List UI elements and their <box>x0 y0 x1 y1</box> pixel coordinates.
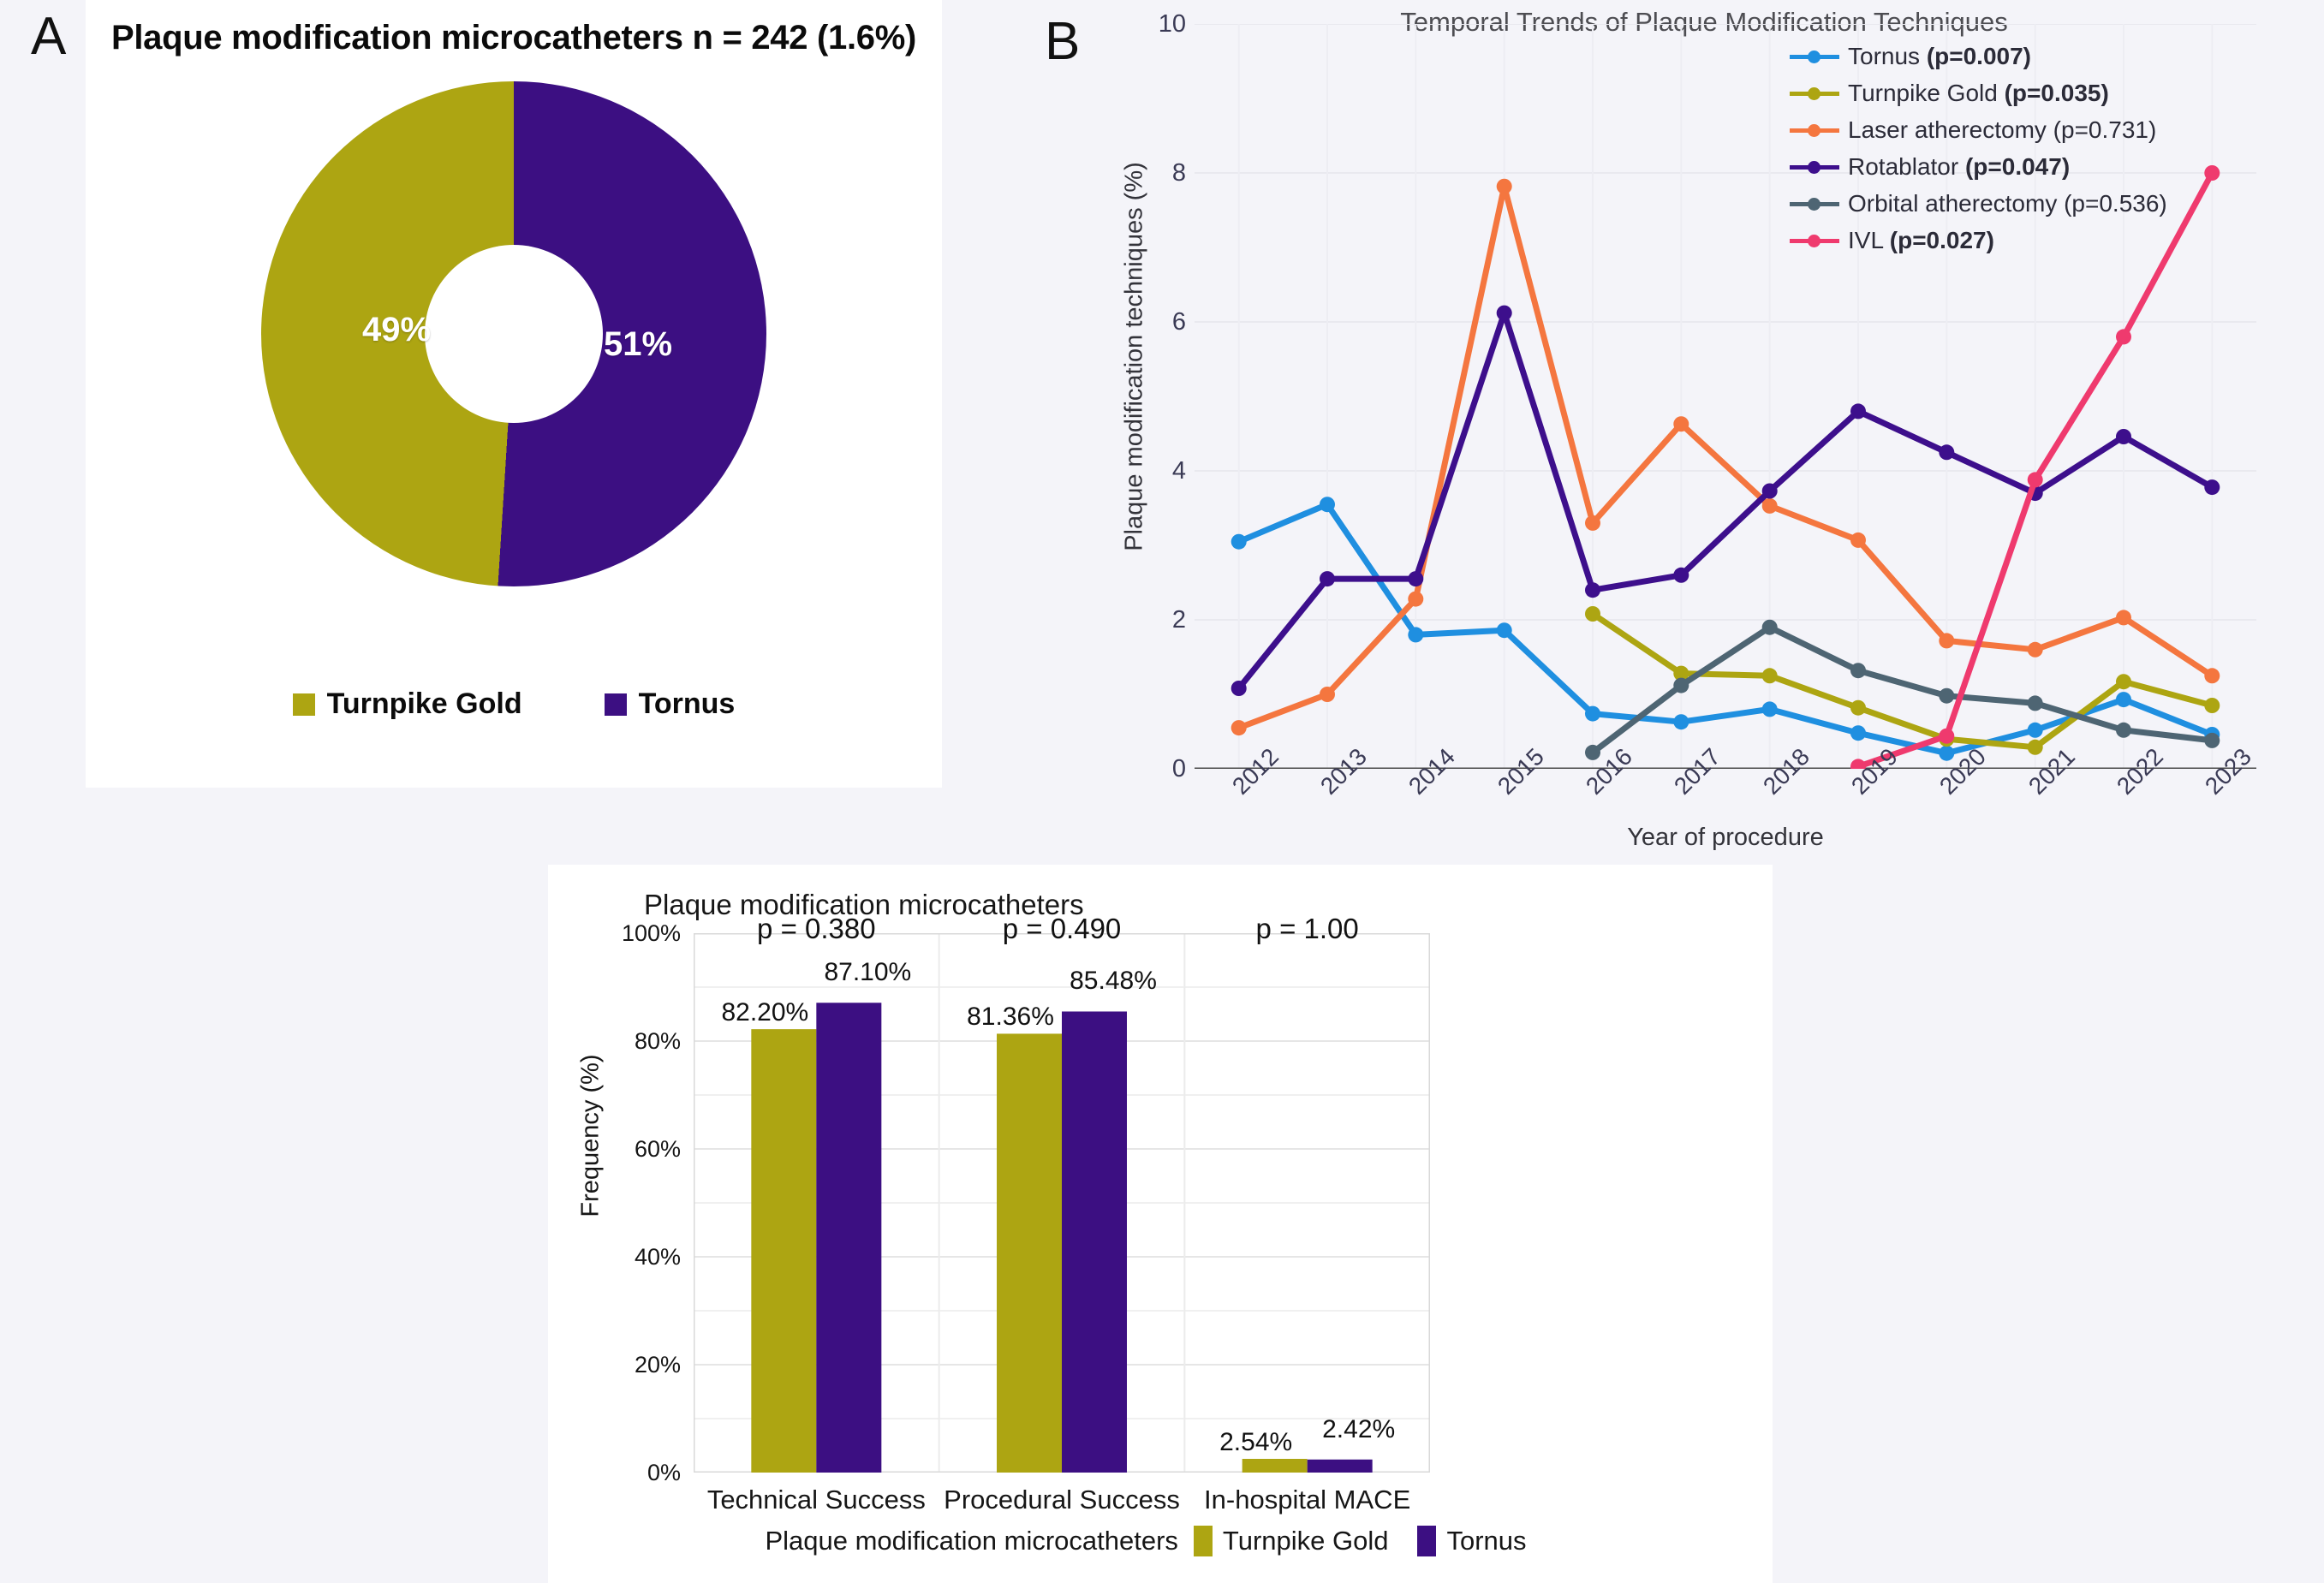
y-axis-tick: 60% <box>634 1136 681 1162</box>
panel-b-legend: Tornus (p=0.007) Turnpike Gold (p=0.035) L… <box>1790 43 2167 254</box>
panel-c-legend: Plaque modification microcatheters Turnp… <box>548 1526 1773 1556</box>
legend-item-rotablator: Rotablator (p=0.047) <box>1790 153 2167 181</box>
x-axis-tick: Procedural Success <box>944 1485 1180 1515</box>
legend-swatch-icon <box>292 693 315 716</box>
line-chart-svg <box>1195 24 2256 769</box>
panel-a-legend: Turnpike Gold Tornus <box>86 687 942 721</box>
legend-line-marker-icon <box>1790 47 1839 66</box>
donut-slice-label-turnpike: 49% <box>362 311 432 348</box>
legend-label: Tornus <box>638 687 736 720</box>
panel-c-plot-area: 0% 20% 40% 60% 80% 100% Technical Success Proc… <box>622 913 1431 1515</box>
x-axis-tick: In-hospital MACE <box>1204 1485 1411 1515</box>
legend-line-marker-icon <box>1790 194 1839 213</box>
legend-line-marker-icon <box>1790 231 1839 250</box>
panel-b-plot-area: 0 2 4 6 8 10 2012 2013 2014 2015 2016 2017 2018 2019… <box>1159 10 2257 800</box>
legend-line-marker-icon <box>1790 121 1839 140</box>
legend-label: Laser atherectomy (p=0.731) <box>1848 116 2157 143</box>
y-axis-tick: 6 <box>1171 308 1186 336</box>
legend-label: Orbital atherectomy (p=0.536) <box>1848 190 2167 217</box>
panel-b-x-ticks: 2012 2013 2014 2015 2016 2017 2018 2019 2020 2021… <box>1195 743 2257 872</box>
y-axis-tick: 20% <box>634 1352 681 1378</box>
legend-line-marker-icon <box>1790 84 1839 103</box>
legend-item-tornus: Tornus <box>604 687 736 721</box>
panel-b-x-axis-label: Year of procedure <box>1627 824 1824 851</box>
panel-c-y-ticks: 0% 20% 40% 60% 80% 100% <box>569 920 681 1485</box>
y-axis-tick: 80% <box>634 1028 681 1054</box>
y-axis-tick: 2 <box>1171 606 1186 634</box>
legend-label: Turnpike Gold (p=0.035) <box>1848 80 2109 106</box>
legend-item-ivl: IVL (p=0.027) <box>1790 227 2167 254</box>
legend-item-turnpike-gold: Turnpike Gold (p=0.035) <box>1790 80 2167 107</box>
y-axis-tick: 4 <box>1171 457 1186 485</box>
legend-label: Tornus <box>1446 1526 1527 1556</box>
legend-label: Turnpike Gold <box>326 687 522 720</box>
legend-item-turnpike-gold: Turnpike Gold <box>292 687 522 721</box>
panel-c: Plaque modification microcatheters Frequ… <box>548 865 1773 1583</box>
y-axis-tick: 8 <box>1171 159 1186 187</box>
legend-swatch-icon <box>604 693 627 716</box>
legend-item-laser-atherectomy: Laser atherectomy (p=0.731) <box>1790 116 2167 144</box>
y-axis-tick: 0 <box>1171 755 1186 783</box>
legend-label: Rotablator (p=0.047) <box>1848 153 2071 180</box>
panel-c-x-ticks: Technical Success Procedural Success In-ho… <box>694 1478 1430 1529</box>
panel-c-legend-title: Plaque modification microcatheters <box>765 1526 1178 1556</box>
legend-item-orbital-atherectomy: Orbital atherectomy (p=0.536) <box>1790 190 2167 217</box>
y-axis-tick: 100% <box>621 920 681 946</box>
panel-b-y-ticks: 0 2 4 6 8 10 <box>1113 10 1186 783</box>
legend-line-marker-icon <box>1790 158 1839 176</box>
legend-swatch-icon <box>1193 1526 1213 1556</box>
y-axis-tick: 40% <box>634 1244 681 1270</box>
donut-slice-label-tornus: 51% <box>604 325 673 363</box>
legend-label: Tornus (p=0.007) <box>1848 43 2031 69</box>
x-axis-tick: Technical Success <box>706 1485 926 1515</box>
panel-a: Plaque modification microcatheters n = 2… <box>86 0 942 788</box>
legend-label: IVL (p=0.027) <box>1848 227 1994 253</box>
panel-b: Temporal Trends of Plaque Modification T… <box>1092 0 2316 865</box>
y-axis-tick: 10 <box>1158 10 1186 38</box>
panel-a-letter: A <box>31 7 67 66</box>
legend-item-tornus: Tornus (p=0.007) <box>1790 43 2167 70</box>
legend-label: Turnpike Gold <box>1222 1526 1389 1556</box>
legend-swatch-icon <box>1417 1526 1437 1556</box>
donut-hole <box>425 245 603 423</box>
panel-b-letter: B <box>1045 12 1081 71</box>
panel-c-title: Plaque modification microcatheters <box>644 889 1084 920</box>
panel-a-title: Plaque modification microcatheters n = 2… <box>110 19 917 57</box>
panel-b-title: Temporal Trends of Plaque Modification T… <box>1400 7 2008 37</box>
donut-chart: 49% 51% <box>261 81 766 586</box>
bar-chart-svg <box>693 932 1431 1473</box>
y-axis-tick: 0% <box>647 1460 681 1485</box>
